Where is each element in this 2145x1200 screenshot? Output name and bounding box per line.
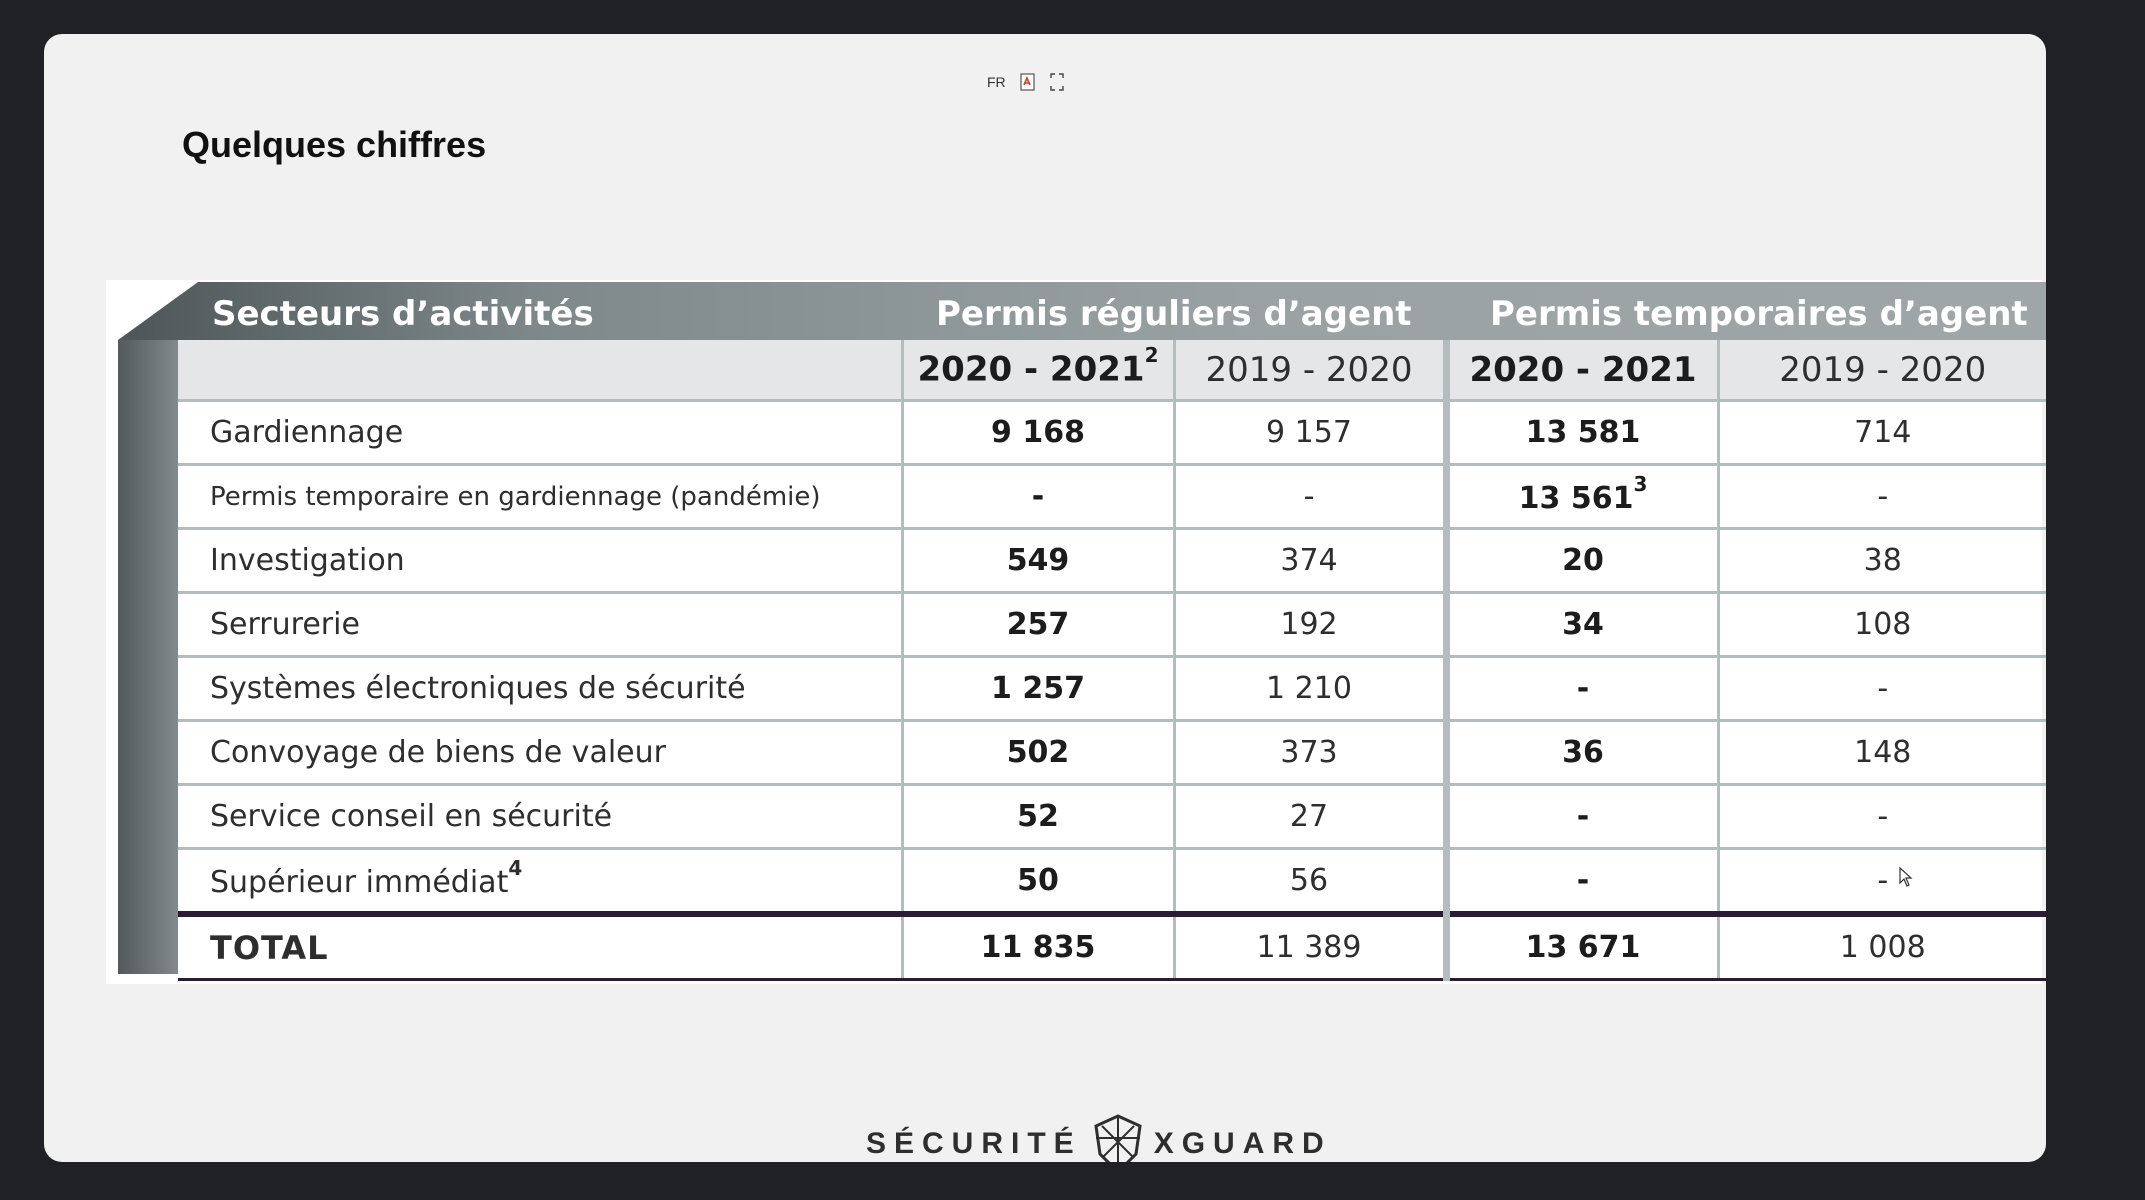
regular-2019-2020-cell: 27 [1174, 784, 1450, 850]
sector-label: Permis temporaire en gardiennage (pandém… [178, 464, 904, 530]
header-regular-permits: Permis réguliers d’agent [936, 294, 1412, 334]
mouse-cursor-icon [1899, 866, 1913, 887]
year-header-regular-2021: 2020 - 20212 [902, 340, 1176, 402]
permits-table: Secteurs d’activités Permis réguliers d’… [106, 280, 2046, 984]
regular-2019-2020-cell: 374 [1174, 528, 1450, 594]
sector-label: Systèmes électroniques de sécurité [178, 656, 904, 722]
table-header-band [118, 282, 2046, 340]
presentation-slide: FR Quelques chiffres Secteurs d’activité… [44, 34, 2046, 1162]
sector-label: Serrurerie [178, 592, 904, 658]
temporary-2020-2021-cell: - [1446, 848, 1720, 917]
sector-label: Supérieur immédiat4 [178, 848, 904, 917]
total-temporary-2019-2020: 1 008 [1718, 914, 2046, 981]
sector-label: Gardiennage [178, 400, 904, 466]
temporary-2020-2021-cell: 34 [1446, 592, 1720, 658]
table-row: Supérieur immédiat4 50 56- - [178, 848, 2046, 917]
total-row: TOTAL 11 835 11 389 13 671 1 008 [178, 914, 2046, 981]
regular-2020-2021-cell: 9 168 [902, 400, 1176, 466]
temporary-2020-2021-cell: - [1446, 656, 1720, 722]
year-header-blank [178, 340, 904, 402]
temporary-2019-2020-cell: - [1718, 848, 2046, 917]
sector-label: Convoyage de biens de valeur [178, 720, 904, 786]
regular-2019-2020-cell: 192 [1174, 592, 1450, 658]
fullscreen-icon[interactable] [1047, 71, 1067, 93]
total-regular-2020-2021: 11 835 [902, 914, 1176, 981]
regular-2020-2021-cell: 502 [902, 720, 1176, 786]
sector-label: Investigation [178, 528, 904, 594]
temporary-2019-2020-cell: - [1718, 464, 2046, 530]
total-regular-2019-2020: 11 389 [1174, 914, 1450, 981]
table-row: Permis temporaire en gardiennage (pandém… [178, 464, 2046, 530]
side-band-decoration [118, 340, 178, 974]
table-row: Systèmes électroniques de sécurité 1 257 1… [178, 656, 2046, 722]
regular-2019-2020-cell: 1 210 [1174, 656, 1450, 722]
year-header-row: 2020 - 20212 2019 - 2020 2020 - 2021 201… [178, 340, 2046, 402]
regular-2019-2020-cell: 373 [1174, 720, 1450, 786]
regular-2019-2020-cell: 56 [1174, 848, 1450, 917]
slide-toolbar: FR [984, 68, 1067, 96]
year-header-temporary-2020: 2019 - 2020 [1718, 340, 2046, 402]
temporary-2020-2021-cell: 13 581 [1446, 400, 1720, 466]
regular-2020-2021-cell: 549 [902, 528, 1176, 594]
temporary-2020-2021-cell: 13 5613 [1446, 464, 1720, 530]
regular-2020-2021-cell: 1 257 [902, 656, 1176, 722]
logo-text-left: SÉCURITÉ [866, 1127, 1082, 1160]
header-sectors: Secteurs d’activités [212, 294, 594, 334]
temporary-2019-2020-cell: - [1718, 784, 2046, 850]
temporary-2019-2020-cell: 38 [1718, 528, 2046, 594]
temporary-2020-2021-cell: 36 [1446, 720, 1720, 786]
temporary-2019-2020-cell: 108 [1718, 592, 2046, 658]
year-header-temporary-2021: 2020 - 2021 [1446, 340, 1720, 402]
table-row: Convoyage de biens de valeur 502 373 36 148 [178, 720, 2046, 786]
table-row: Serrurerie 257 192 34 108 [178, 592, 2046, 658]
temporary-2020-2021-cell: 20 [1446, 528, 1720, 594]
total-label: TOTAL [178, 914, 904, 981]
language-button[interactable]: FR [987, 74, 1006, 90]
temporary-2020-2021-cell: - [1446, 784, 1720, 850]
regular-2019-2020-cell: - [1174, 464, 1450, 530]
xguard-logo: SÉCURITÉ XGUARD [866, 1114, 1332, 1162]
slide-title: Quelques chiffres [182, 124, 487, 165]
year-header-regular-2020: 2019 - 2020 [1174, 340, 1450, 402]
table-row: Investigation 549 374 20 38 [178, 528, 2046, 594]
header-temporary-permits: Permis temporaires d’agent [1490, 294, 2028, 334]
temporary-2019-2020-cell: 148 [1718, 720, 2046, 786]
table-row: Service conseil en sécurité 52 27- - [178, 784, 2046, 850]
total-temporary-2020-2021: 13 671 [1446, 914, 1720, 981]
regular-2020-2021-cell: 50 [902, 848, 1176, 917]
logo-text-right: XGUARD [1153, 1127, 1332, 1160]
permits-grid: 2020 - 20212 2019 - 2020 2020 - 2021 201… [178, 340, 2046, 981]
regular-2020-2021-cell: 52 [902, 784, 1176, 850]
regular-2020-2021-cell: - [902, 464, 1176, 530]
pdf-icon[interactable] [1017, 71, 1039, 93]
table-row: Gardiennage 9 168 9 157 13 581 714 [178, 400, 2046, 466]
regular-2020-2021-cell: 257 [902, 592, 1176, 658]
temporary-2019-2020-cell: - [1718, 656, 2046, 722]
shield-logo-icon [1094, 1114, 1142, 1162]
temporary-2019-2020-cell: 714 [1718, 400, 2046, 466]
sector-label: Service conseil en sécurité [178, 784, 904, 850]
regular-2019-2020-cell: 9 157 [1174, 400, 1450, 466]
